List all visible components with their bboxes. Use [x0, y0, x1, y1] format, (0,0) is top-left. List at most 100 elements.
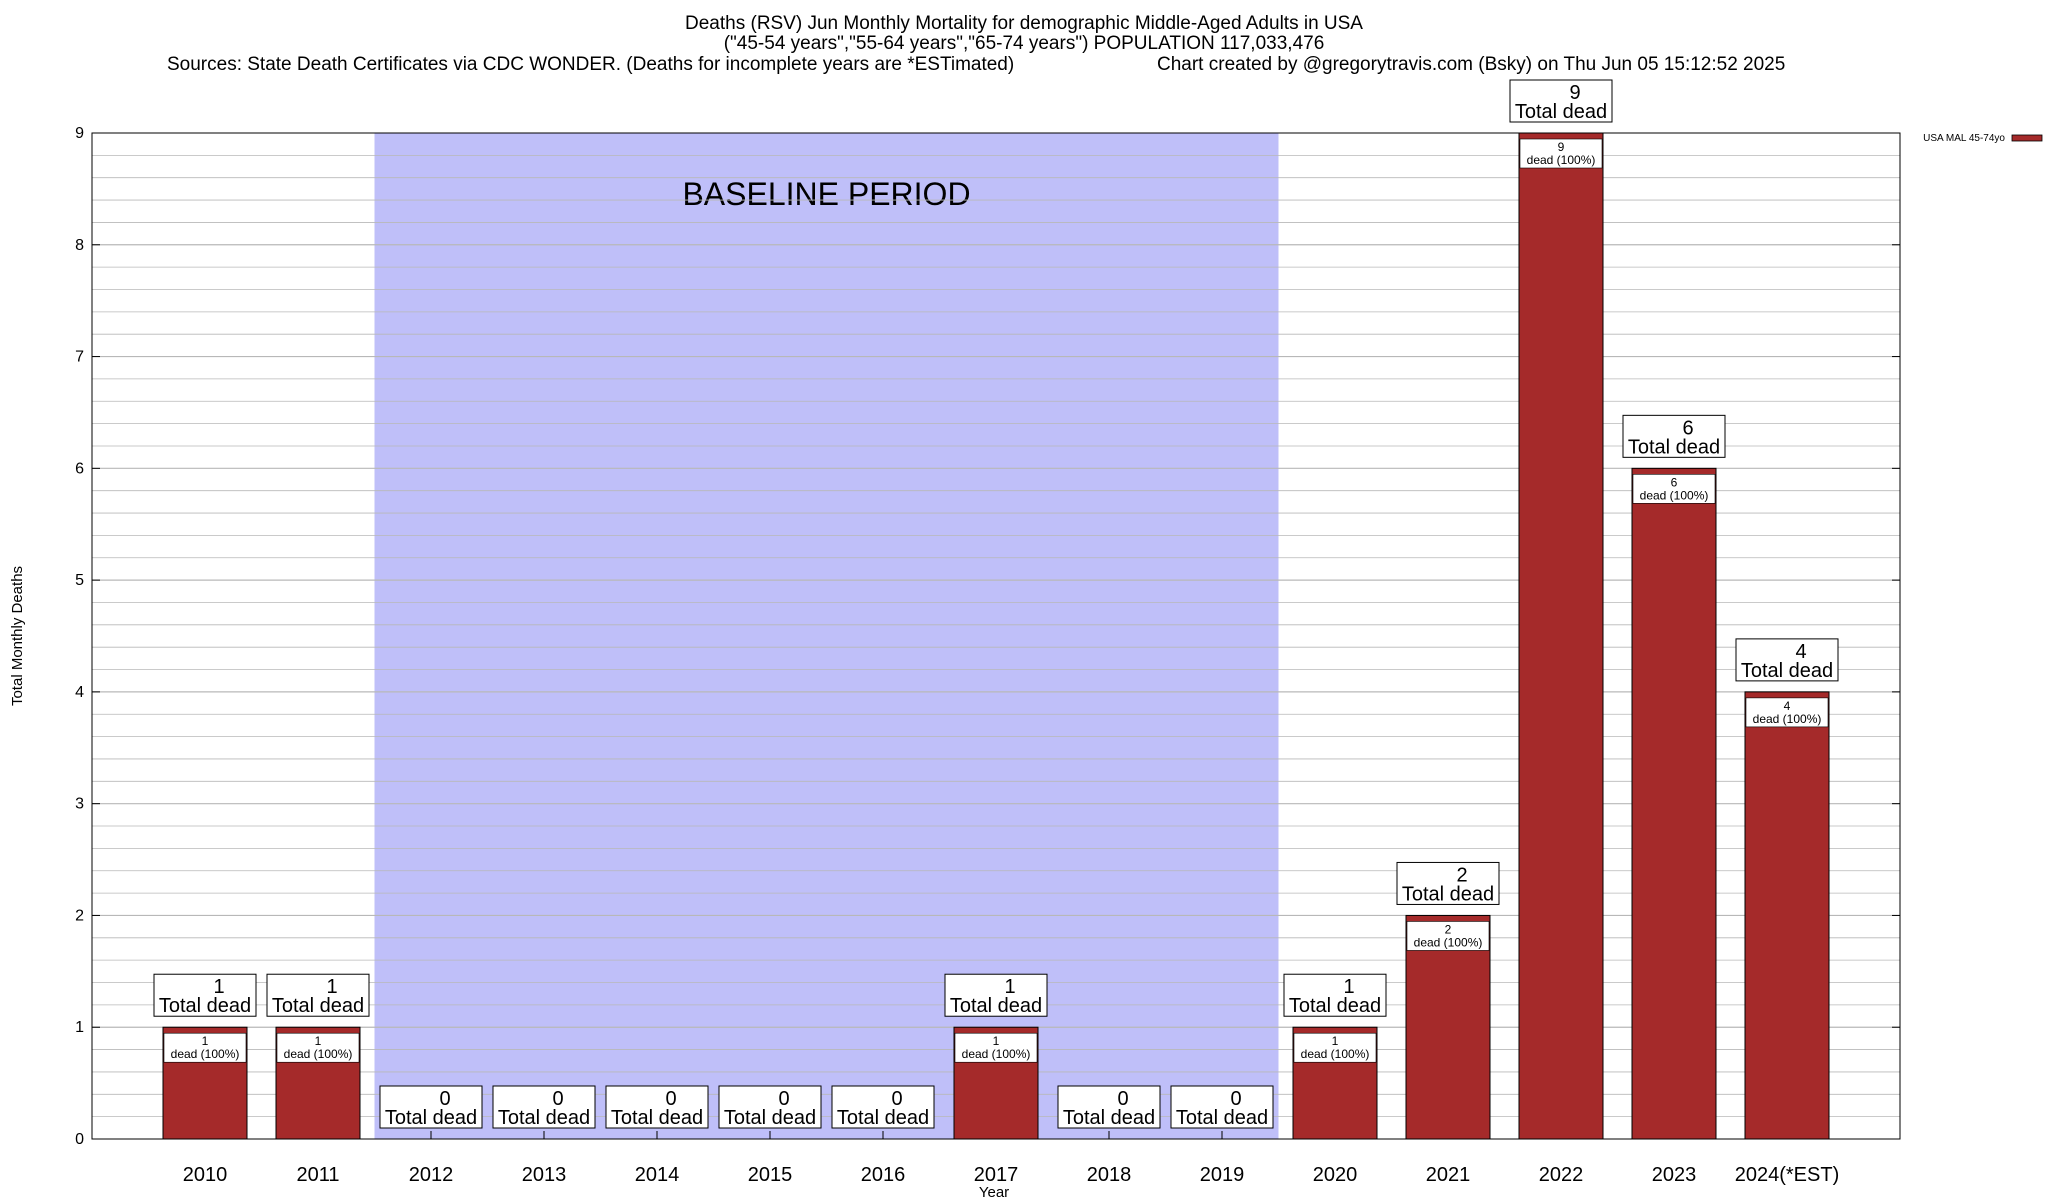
chart-credit: Chart created by @gregorytravis.com (Bsk…: [1157, 54, 1786, 75]
y-tick-label: 4: [75, 684, 84, 701]
bar-total-label: Total dead: [1515, 101, 1607, 123]
bar-inner-label: dead (100%): [284, 1047, 353, 1061]
baseline-period-band: [374, 133, 1279, 1139]
bar-inner-value: 1: [1332, 1034, 1339, 1048]
bar-total-label-box: [1735, 638, 1839, 682]
bar-total-value: 1: [326, 976, 337, 998]
y-tick-label: 7: [75, 349, 84, 366]
bar-total-label: Total dead: [1289, 995, 1381, 1017]
bar-inner-label-box: [1406, 921, 1490, 951]
y-tick-label: 0: [75, 1131, 84, 1148]
bar-total-value: 6: [1682, 417, 1693, 439]
bar-total-value: 0: [439, 1088, 450, 1110]
bar: [1744, 691, 1830, 1140]
bar-total-label: Total dead: [724, 1107, 816, 1129]
bar-inner-label-box: [1293, 1032, 1377, 1063]
bar-total-label: Total dead: [611, 1107, 703, 1129]
bar-inner-value: 2: [1445, 922, 1452, 936]
bar-total-label: Total dead: [1628, 436, 1720, 458]
bar-total-value: 1: [1004, 976, 1015, 998]
bar-total-label-box: [1622, 414, 1726, 458]
bar: [1518, 132, 1604, 1140]
x-tick-label: 2022: [1539, 1164, 1584, 1186]
x-tick-label: 2020: [1313, 1164, 1358, 1186]
bar-total-label-box: [492, 1085, 596, 1129]
x-tick-label: 2019: [1200, 1164, 1245, 1186]
bar-inner-label-box: [1632, 474, 1716, 504]
bar-total-label-box: [153, 973, 257, 1017]
bar-inner-label-box: [276, 1032, 360, 1063]
x-tick-label: 2016: [861, 1164, 906, 1186]
bar-inner-value: 1: [315, 1034, 322, 1048]
bar-total-label: Total dead: [837, 1107, 929, 1129]
bar-inner-label: dead (100%): [1527, 153, 1596, 167]
baseline-period-label: BASELINE PERIOD: [682, 176, 970, 212]
bar-inner-label: dead (100%): [1301, 1047, 1370, 1061]
bar-total-label: Total dead: [1402, 883, 1494, 905]
bar-total-label-box: [379, 1085, 483, 1129]
legend-swatch: [2011, 134, 2043, 142]
bar-total-label: Total dead: [1063, 1107, 1155, 1129]
bar-inner-value: 1: [202, 1034, 209, 1048]
bar-inner-label: dead (100%): [1414, 935, 1483, 949]
bar-total-label-box: [1396, 861, 1500, 905]
bar-total-label-box: [1283, 973, 1387, 1017]
bar-total-value: 1: [213, 976, 224, 998]
bar-inner-label: dead (100%): [1753, 712, 1822, 726]
bar-total-label: Total dead: [272, 995, 364, 1017]
bar-total-label: Total dead: [498, 1107, 590, 1129]
y-axis-label: Total Monthly Deaths: [9, 566, 26, 706]
bar-inner-label: dead (100%): [1640, 488, 1709, 502]
bar-total-value: 4: [1795, 641, 1806, 663]
y-tick-label: 5: [75, 572, 84, 589]
bar-total-label-box: [944, 973, 1048, 1017]
x-axis-label: Year: [979, 1184, 1009, 1200]
x-tick-label: 2011: [296, 1164, 339, 1186]
bar-total-value: 0: [552, 1088, 563, 1110]
y-tick-label: 1: [75, 1019, 84, 1036]
bar-inner-label-box: [163, 1032, 247, 1063]
bar-total-label: Total dead: [1741, 660, 1833, 682]
bar-total-label: Total dead: [1176, 1107, 1268, 1129]
x-tick-label: 2024(*EST): [1735, 1164, 1840, 1186]
x-tick-label: 2018: [1087, 1164, 1132, 1186]
y-tick-label: 6: [75, 460, 84, 477]
bar-total-label-box: [605, 1085, 709, 1129]
bar-total-value: 0: [891, 1088, 902, 1110]
bar-inner-value: 1: [993, 1034, 1000, 1048]
x-tick-label: 2021: [1426, 1164, 1471, 1186]
bar-total-value: 9: [1569, 82, 1580, 104]
x-tick-label: 2010: [183, 1164, 228, 1186]
x-tick-label: 2017: [974, 1164, 1019, 1186]
bar-inner-label-box: [1745, 697, 1829, 728]
legend-label: USA MAL 45-74yo: [1923, 133, 2005, 144]
bar-total-value: 0: [1230, 1088, 1241, 1110]
y-tick-label: 9: [75, 125, 84, 142]
x-tick-label: 2023: [1652, 1164, 1697, 1186]
bar-total-value: 0: [778, 1088, 789, 1110]
x-tick-label: 2013: [522, 1164, 567, 1186]
bar-total-label-box: [718, 1085, 822, 1129]
bar-total-value: 0: [665, 1088, 676, 1110]
x-tick-label: 2012: [409, 1164, 454, 1186]
bar-total-value: 1: [1343, 976, 1354, 998]
bar: [1405, 914, 1491, 1140]
bar-total-label: Total dead: [950, 995, 1042, 1017]
bar-total-label-box: [1509, 79, 1613, 123]
bar-total-label-box: [1057, 1085, 1161, 1129]
bar-inner-label-box: [1519, 138, 1603, 169]
y-tick-label: 2: [75, 907, 84, 924]
bar-total-label-box: [1170, 1085, 1274, 1129]
bar: [1631, 467, 1717, 1140]
bar-total-label: Total dead: [385, 1107, 477, 1129]
x-tick-label: 2014: [635, 1164, 680, 1186]
bar-total-label-box: [266, 973, 370, 1017]
bar-inner-label: dead (100%): [171, 1047, 240, 1061]
bar-inner-value: 9: [1558, 140, 1565, 154]
bar-total-label-box: [831, 1085, 935, 1129]
x-tick-label: 2015: [748, 1164, 793, 1186]
y-tick-label: 3: [75, 796, 84, 813]
bar-inner-value: 6: [1671, 475, 1678, 489]
bar-total-label: Total dead: [159, 995, 251, 1017]
